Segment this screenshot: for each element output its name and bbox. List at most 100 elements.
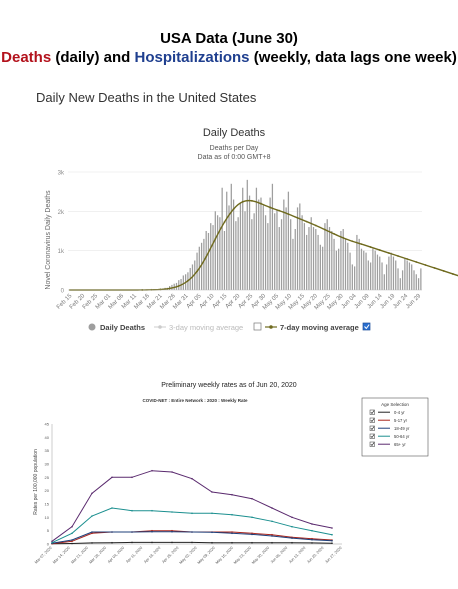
checkmark-icon — [370, 410, 375, 414]
deaths-bar — [347, 242, 349, 290]
daily-deaths-bars — [134, 179, 422, 290]
hosp-point — [331, 533, 333, 536]
hosp-point — [311, 529, 313, 532]
deaths-bar — [260, 197, 262, 290]
hosp-y-tick-label: 5 — [47, 528, 50, 533]
deaths-bar — [335, 250, 337, 290]
hosp-point — [291, 541, 293, 544]
hosp-point — [271, 541, 273, 544]
hosp-point — [71, 532, 73, 535]
hosp-point — [231, 532, 233, 535]
hosp-point — [171, 471, 173, 473]
moving-average-point — [168, 287, 171, 290]
deaths-bar — [310, 217, 312, 290]
deaths-bar — [274, 213, 276, 290]
deaths-bar — [326, 219, 328, 290]
moving-average-point — [378, 249, 381, 251]
deaths-bar — [333, 238, 335, 290]
deaths-bar — [210, 223, 212, 290]
chart-legend: Daily Deaths 3-day moving average 7-day … — [88, 322, 371, 332]
moving-average-point — [260, 202, 262, 205]
hosp-point — [131, 531, 133, 533]
deaths-bar — [258, 199, 260, 290]
age-selection-legend: Age Selection 0-4 yr 5-17 yr 18-49 yr 50-64… — [361, 397, 429, 457]
deaths-bar — [408, 262, 411, 290]
hosp-point — [251, 533, 253, 536]
moving-average-point — [250, 199, 253, 202]
age-checkbox[interactable] — [369, 425, 375, 431]
deaths-bar — [262, 205, 264, 290]
deaths-bar — [244, 211, 246, 290]
hosp-point — [91, 515, 93, 517]
age-legend-label: 50-64 yr — [394, 434, 410, 439]
deaths-bar — [212, 225, 214, 290]
deaths-bar — [203, 238, 205, 290]
hosp-point — [291, 525, 293, 528]
hosp-point — [131, 476, 133, 479]
deaths-bar — [283, 199, 285, 290]
hosp-point — [151, 469, 153, 472]
hosp-x-tick-label: Jun 27, 2020 — [324, 546, 342, 564]
deaths-bar — [395, 260, 397, 290]
page-header: USA Data (June 30) Deaths (daily) and Ho… — [0, 30, 458, 68]
age-checkbox[interactable] — [369, 417, 375, 423]
page-title: USA Data (June 30) — [160, 30, 298, 47]
hosp-point — [151, 541, 153, 544]
age-checkbox[interactable] — [369, 441, 375, 447]
moving-average-point — [351, 240, 354, 243]
deaths-bar — [374, 250, 376, 290]
age-checkbox[interactable] — [369, 433, 375, 439]
hosp-y-tick-label: 45 — [45, 422, 50, 427]
deaths-bar — [223, 231, 226, 290]
deaths-bar — [178, 280, 180, 290]
hidden-average-checkbox[interactable] — [253, 322, 262, 331]
daily-word: (daily) and — [51, 49, 135, 66]
deaths-bar — [331, 231, 333, 290]
deaths-bar — [358, 238, 360, 290]
hosp-y-tick-label: 30 — [45, 462, 50, 467]
hosp-x-tick-label: Jun 13, 2020 — [288, 546, 306, 564]
hosp-x-tick-label: Jun 20, 2020 — [306, 546, 324, 564]
deaths-bar — [315, 229, 317, 290]
deaths-bar — [237, 217, 239, 290]
chart-subtitle: Deaths per Day — [210, 145, 259, 152]
daily-deaths-legend-icon — [88, 323, 96, 331]
hosp-point — [291, 537, 293, 539]
deaths-bar — [219, 217, 221, 290]
deaths-bar — [301, 215, 303, 290]
deaths-bar — [235, 221, 237, 290]
hosp-x-tick-label: Apr 11, 2020 — [125, 546, 143, 564]
hidden-average-legend-dot — [158, 325, 162, 329]
hosp-point — [91, 531, 93, 533]
y-tick-label: 2k — [58, 210, 65, 216]
page-subtitle: Deaths (daily) and Hospitalizations (wee… — [0, 48, 458, 68]
deaths-bar — [381, 262, 383, 290]
deaths-bar — [276, 209, 278, 290]
hosp-point — [171, 541, 173, 544]
age-checkbox[interactable] — [369, 409, 375, 415]
deaths-bar — [299, 203, 301, 290]
moving-average-point — [214, 238, 217, 240]
deaths-bar — [417, 278, 420, 290]
deaths-bar — [303, 223, 306, 290]
hosp-point — [71, 539, 73, 541]
deaths-bar — [248, 195, 251, 290]
deaths-bar — [354, 266, 356, 290]
moving-average-point — [196, 270, 198, 273]
hosp-point — [51, 540, 53, 543]
hidden-average-legend-label: 3-day moving average — [169, 323, 243, 332]
hosp-series-lines — [51, 469, 333, 545]
x-tick-label: Jun 29 — [405, 293, 422, 310]
deaths-bar — [271, 183, 274, 290]
seven-day-average-checkbox[interactable] — [362, 322, 371, 331]
hosp-point — [271, 520, 273, 523]
deaths-bar — [367, 260, 369, 290]
hosp-point — [151, 509, 153, 512]
moving-average-point — [442, 270, 445, 272]
deaths-bar — [292, 238, 294, 290]
deaths-bar — [306, 234, 308, 290]
deaths-bar — [328, 227, 331, 290]
hosp-point — [331, 542, 333, 544]
deaths-bar — [344, 238, 347, 290]
